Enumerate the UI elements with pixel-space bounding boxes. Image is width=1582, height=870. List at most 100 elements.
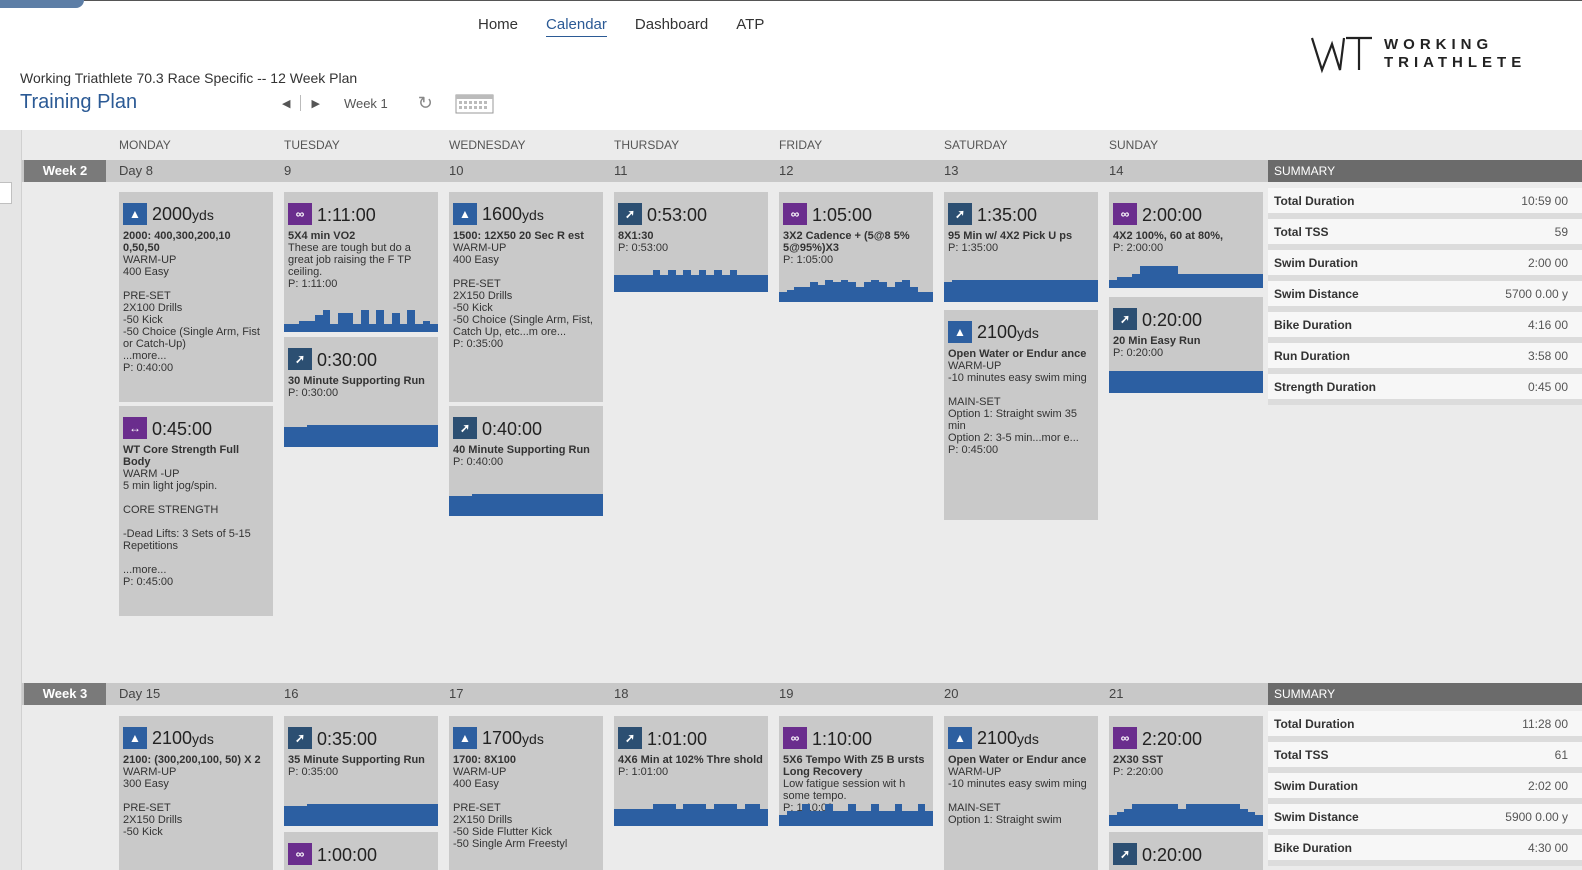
workout-header: ▲ 1700yds	[453, 719, 599, 749]
profile-bar	[637, 275, 645, 292]
profile-bar	[1147, 371, 1156, 393]
workout-card-swim[interactable]: ▲ 2100yds Open Water or Endur ance WARM-UP …	[944, 716, 1098, 870]
summary-row: Total Duration 11:28 00	[1268, 711, 1582, 742]
summary-row: Total TSS 61	[1268, 742, 1582, 773]
workout-card-strength[interactable]: ↔ 0:45:00 WT Core Strength Full Body WARM -…	[119, 406, 273, 616]
profile-bar	[794, 287, 803, 302]
profile-bar	[1178, 371, 1187, 393]
workout-card-run[interactable]: ➚ 0:53:00 8X1:30 P: 0:53:00	[614, 192, 768, 292]
workout-intensity-profile	[284, 425, 438, 447]
profile-bar	[1109, 280, 1117, 288]
workout-card-bike[interactable]: ∞ 1:11:00 5X4 min VO2 These are tough but d…	[284, 192, 438, 332]
swim-icon: ▲	[948, 321, 972, 343]
summary-row: Run Duration 3:58 00	[1268, 343, 1582, 374]
profile-bar	[430, 425, 438, 447]
workout-name: 1500: 12X50 20 Sec R est	[453, 230, 584, 242]
workout-duration-unit: yds	[192, 731, 214, 747]
workout-card-bike[interactable]: ∞ 1:05:00 3X2 Cadence + (5@8 5% 5@95%)X3 P:…	[779, 192, 933, 302]
brand-logo: WORKING TRIATHLETE	[1310, 34, 1526, 74]
nav-home[interactable]: Home	[478, 16, 519, 33]
profile-bar	[925, 292, 933, 302]
workout-card-bike[interactable]: ∞ 1:10:00 5X6 Tempo With Z5 B ursts Long R…	[779, 716, 933, 826]
profile-bar	[1013, 280, 1022, 302]
nav-calendar[interactable]: Calendar	[546, 16, 607, 37]
workout-card-bike[interactable]: ∞ 2:20:00 2X30 SST P: 2:20:00	[1109, 716, 1263, 826]
workout-card-run[interactable]: ➚ 0:35:00 35 Minute Supporting Run P: 0:35:…	[284, 716, 438, 826]
workout-card-swim[interactable]: ▲ 2100yds 2100: (300,200,100, 50) X 2 WARM-…	[119, 716, 273, 870]
day-number: Day 15	[119, 686, 161, 701]
workout-name: 1700: 8X100	[453, 754, 516, 766]
profile-bar	[886, 811, 895, 826]
workout-planned-duration: P: 1:35:00	[948, 242, 999, 254]
workout-intensity-profile	[284, 804, 438, 826]
prev-week-icon[interactable]: ◀	[282, 97, 291, 110]
profile-bar	[422, 425, 431, 447]
workout-card-run[interactable]: ➚ 0:20:00	[1109, 832, 1263, 870]
toolbar-divider	[300, 95, 302, 111]
profile-bar	[1209, 804, 1217, 826]
profile-bar	[487, 494, 496, 516]
workout-name: 20 Min Easy Run	[1113, 335, 1201, 347]
profile-bar	[871, 804, 880, 826]
profile-bar	[652, 804, 661, 826]
workout-name: 5X6 Tempo With Z5 B ursts Long Recovery	[783, 754, 925, 778]
swim-icon: ▲	[123, 203, 147, 225]
profile-bar	[345, 425, 354, 447]
workout-card-run[interactable]: ➚ 0:40:00 40 Minute Supporting Run P: 0:40:…	[449, 406, 603, 516]
workout-card-run[interactable]: ➚ 0:20:00 20 Min Easy Run P: 0:20:00	[1109, 297, 1263, 393]
profile-bar	[621, 275, 630, 292]
profile-bar	[794, 811, 803, 826]
next-week-icon[interactable]: ▶	[311, 97, 320, 110]
workout-duration: 1:11:00	[317, 205, 376, 225]
workout-duration: 2100yds	[152, 728, 214, 748]
refresh-icon[interactable]: ↻	[417, 92, 433, 113]
calendar-icon[interactable]	[455, 92, 495, 114]
profile-bar	[1239, 274, 1248, 288]
summary-value: 61	[1554, 747, 1568, 762]
profile-bar	[376, 310, 385, 332]
profile-bar	[760, 275, 768, 292]
workout-intensity-profile	[614, 270, 768, 292]
profile-bar	[832, 282, 841, 302]
day-header-monday: MONDAY	[119, 138, 171, 152]
profile-bar	[706, 809, 715, 826]
workout-card-run[interactable]: ➚ 0:30:00 30 Minute Supporting Run P: 0:30:…	[284, 337, 438, 447]
summary-label: Swim Duration	[1274, 778, 1359, 793]
profile-bar	[652, 270, 661, 292]
profile-bar	[414, 324, 423, 332]
profile-bar	[1139, 371, 1148, 393]
summary-label: Total Duration	[1274, 716, 1355, 731]
left-collapse-handle[interactable]	[0, 182, 12, 204]
swim-icon: ▲	[453, 727, 477, 749]
workout-planned-duration: P: 1:05:00	[783, 254, 834, 266]
run-icon: ➚	[618, 203, 642, 225]
workout-card-swim[interactable]: ▲ 1600yds 1500: 12X50 20 Sec R est WARM-UP …	[449, 192, 603, 402]
summary-label: Total TSS	[1274, 224, 1329, 239]
workout-card-bike[interactable]: ∞ 1:00:00	[284, 832, 438, 870]
workout-card-run[interactable]: ➚ 1:35:00 95 Min w/ 4X2 Pick U ps P: 1:35:0…	[944, 192, 1098, 302]
profile-bar	[361, 310, 369, 332]
workout-card-swim[interactable]: ▲ 1700yds 1700: 8X100 WARM-UP 400 Easy PRE-…	[449, 716, 603, 870]
workout-card-bike[interactable]: ∞ 2:00:00 4X2 100%, 60 at 80%, P: 2:00:00	[1109, 192, 1263, 288]
workout-card-run[interactable]: ➚ 1:01:00 4X6 Min at 102% Thre shold P: 1:0…	[614, 716, 768, 826]
profile-bar	[299, 321, 308, 332]
profile-bar	[337, 313, 346, 332]
profile-bar	[376, 804, 385, 826]
profile-bar	[1124, 371, 1133, 393]
profile-bar	[422, 321, 431, 332]
summary-row: Bike Duration 4:30 00	[1268, 835, 1582, 866]
workout-duration: 0:35:00	[317, 729, 378, 749]
profile-bar	[414, 425, 423, 447]
swim-icon: ▲	[123, 727, 147, 749]
summary-label: Strength Duration	[1274, 379, 1376, 394]
workout-card-swim[interactable]: ▲ 2100yds Open Water or Endur ance WARM-UP …	[944, 310, 1098, 520]
nav-dashboard[interactable]: Dashboard	[634, 16, 709, 33]
workout-description: These are tough but do a great job raisi…	[288, 242, 412, 278]
workout-card-swim[interactable]: ▲ 2000yds 2000: 400,300,200,10 0,50,50 WARM…	[119, 192, 273, 402]
nav-atp[interactable]: ATP	[736, 16, 765, 33]
profile-bar	[879, 811, 887, 826]
profile-bar	[479, 494, 488, 516]
profile-bar	[848, 804, 857, 826]
summary-value: 2:00 00	[1527, 255, 1568, 270]
profile-bar	[1224, 274, 1233, 288]
